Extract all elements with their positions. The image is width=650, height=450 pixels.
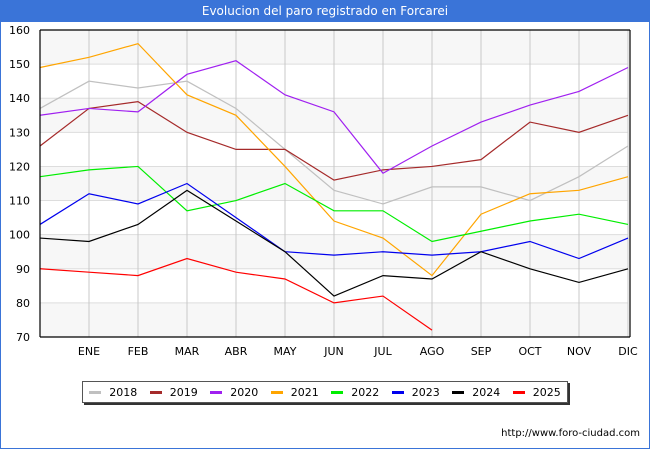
legend-swatch bbox=[89, 390, 102, 394]
legend-item-2020: 2020 bbox=[210, 386, 258, 399]
legend-item-2025: 2025 bbox=[512, 385, 561, 399]
x-tick-label: JUL bbox=[373, 345, 392, 358]
legend-swatch bbox=[512, 390, 525, 394]
series-line-2024 bbox=[39, 189, 629, 297]
chart-title: Evolucion del paro registrado en Forcare… bbox=[0, 0, 650, 22]
x-tick-label: NOV bbox=[567, 345, 592, 358]
y-tick-label: 130 bbox=[9, 126, 30, 139]
x-tick-label: MAR bbox=[175, 345, 200, 358]
legend-swatch bbox=[270, 390, 283, 394]
x-tick-label: ABR bbox=[225, 345, 248, 358]
y-tick-labels: 70 80 90 100 110 120 130 140 150 160 bbox=[9, 24, 30, 344]
y-tick-label: 80 bbox=[16, 297, 30, 310]
x-tick-label: FEB bbox=[128, 345, 149, 358]
source-url: http://www.foro-ciudad.com bbox=[501, 428, 640, 439]
legend-swatch bbox=[210, 390, 223, 394]
legend-item-2018: 2018 bbox=[89, 386, 137, 399]
legend-item-2024: 2024 bbox=[452, 386, 500, 399]
series-line-2025 bbox=[39, 257, 433, 331]
axes bbox=[39, 29, 631, 338]
y-tick-label: 140 bbox=[9, 92, 30, 105]
legend-swatch bbox=[452, 390, 465, 394]
legend-swatch bbox=[391, 390, 404, 394]
legend-item-2019: 2019 bbox=[149, 385, 198, 399]
series-line-2021 bbox=[39, 42, 629, 277]
x-tick-label: JUN bbox=[323, 345, 344, 358]
x-tick-label: DIC bbox=[618, 345, 638, 358]
x-tick-label: OCT bbox=[518, 345, 541, 358]
legend-label: 2025 bbox=[532, 385, 561, 399]
y-tick-label: 100 bbox=[9, 229, 30, 242]
legend-swatch bbox=[149, 390, 162, 394]
series-line-2023 bbox=[39, 182, 629, 260]
legend-label: 2021 bbox=[290, 385, 319, 399]
y-tick-label: 70 bbox=[16, 331, 30, 344]
series-line-2019 bbox=[39, 101, 629, 181]
legend-swatch bbox=[331, 390, 344, 394]
legend-label: 2018 bbox=[109, 385, 138, 399]
x-tick-label: ENE bbox=[78, 345, 100, 358]
legend-item-2022: 2022 bbox=[331, 386, 379, 399]
legend-item-2021: 2021 bbox=[270, 385, 319, 399]
y-tick-label: 90 bbox=[16, 263, 30, 276]
x-tick-labels: ENE FEB MAR ABR MAY JUN JUL AGO SEP OCT NOV DIC bbox=[78, 345, 638, 358]
legend-item-2023: 2023 bbox=[391, 385, 440, 399]
x-tick-label: MAY bbox=[274, 345, 297, 358]
y-tick-label: 120 bbox=[9, 160, 30, 173]
series-line-2022 bbox=[39, 165, 629, 243]
legend-label: 2024 bbox=[472, 385, 501, 399]
series-lines bbox=[39, 42, 629, 331]
y-tick-label: 110 bbox=[9, 195, 30, 208]
series-line-2018 bbox=[39, 80, 629, 205]
legend: 2018 2019 2020 2021 2022 2023 2024 2025 bbox=[82, 381, 568, 403]
x-tick-label: SEP bbox=[471, 345, 492, 358]
y-tick-label: 160 bbox=[9, 24, 30, 37]
legend-label: 2022 bbox=[351, 385, 380, 399]
x-tick-label: AGO bbox=[420, 345, 445, 358]
series-line-2020 bbox=[39, 60, 629, 175]
legend-label: 2019 bbox=[169, 385, 198, 399]
legend-label: 2023 bbox=[411, 385, 440, 399]
legend-label: 2020 bbox=[230, 385, 259, 399]
y-tick-label: 150 bbox=[9, 58, 30, 71]
